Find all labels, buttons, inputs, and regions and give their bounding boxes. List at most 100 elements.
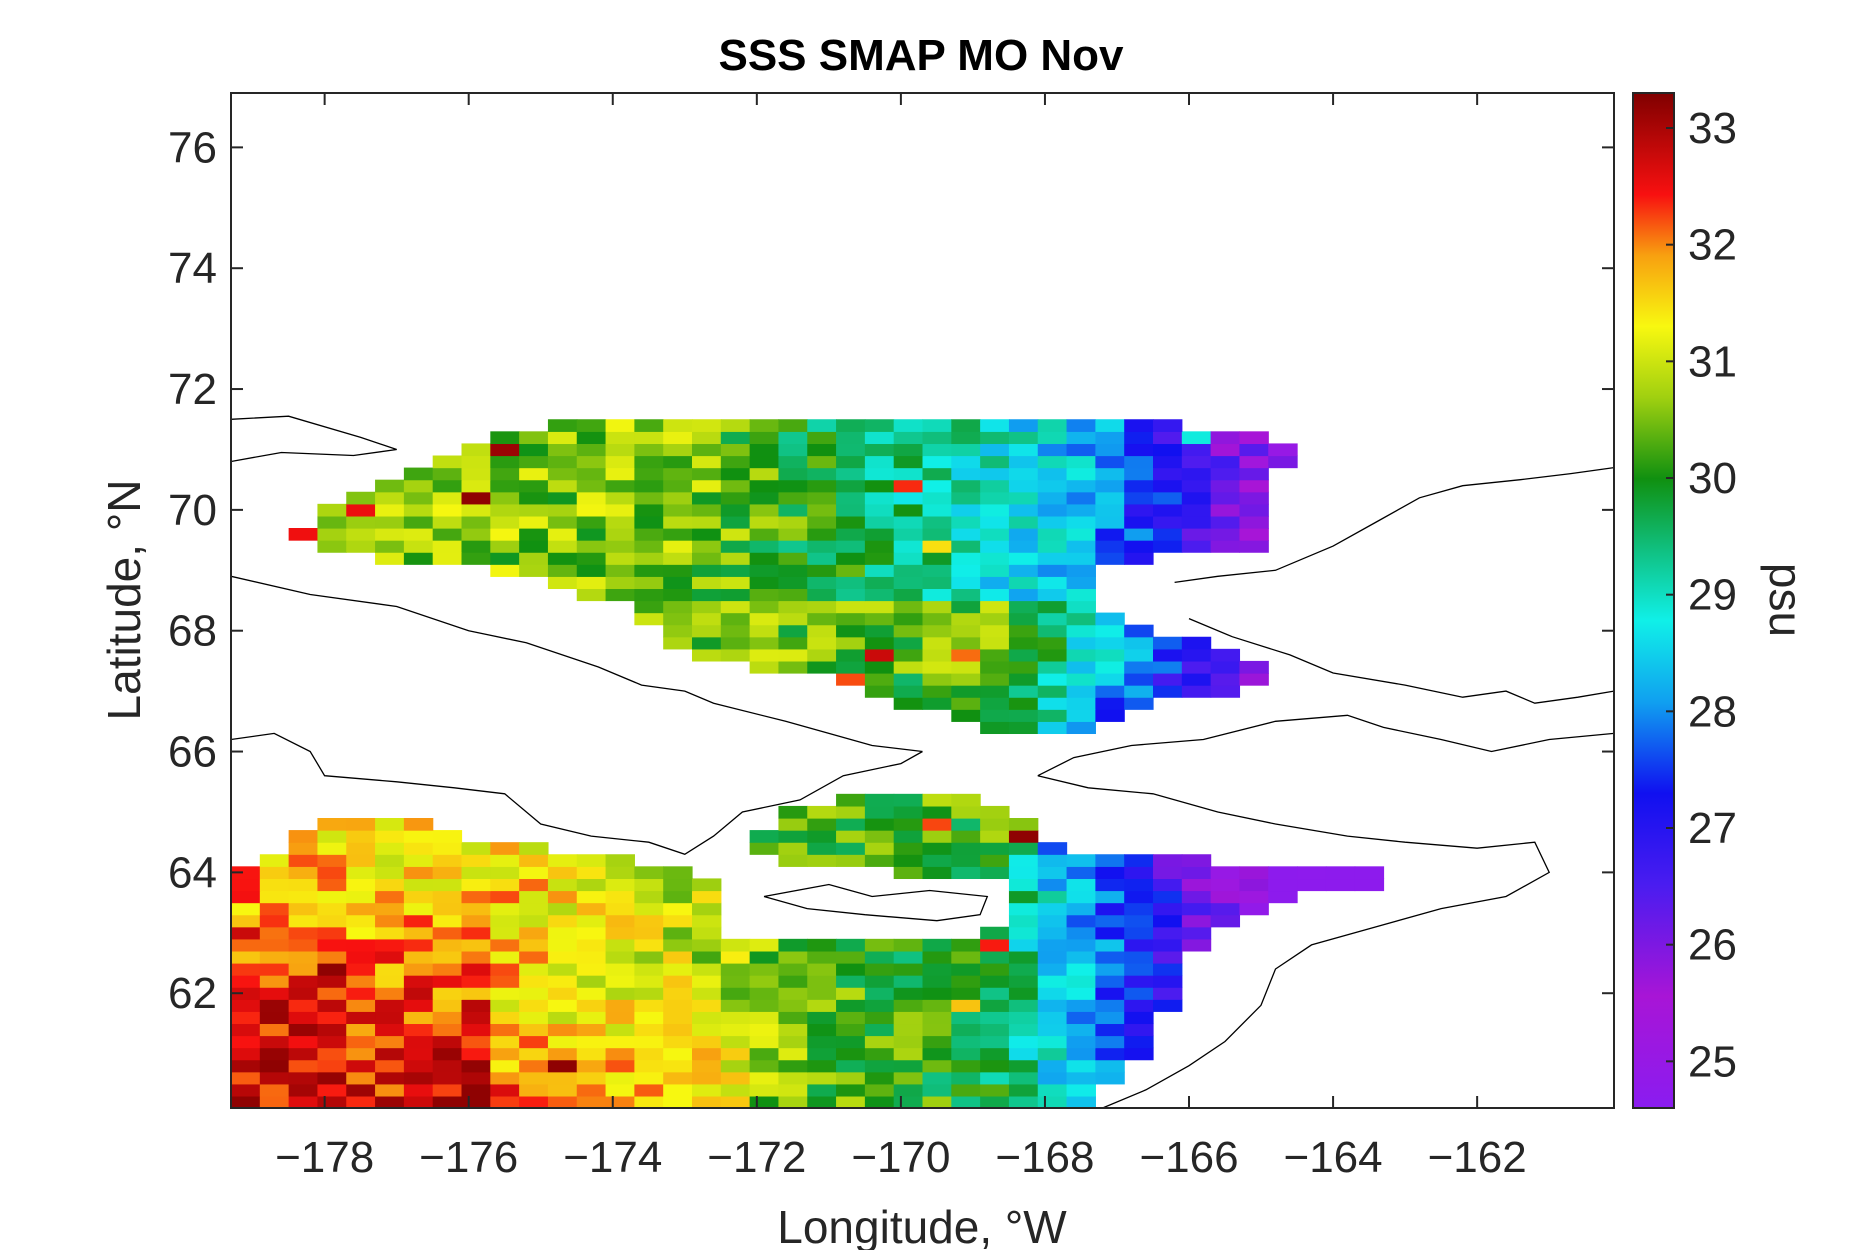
salinity-cell: [951, 685, 981, 698]
salinity-cell: [980, 999, 1010, 1012]
salinity-cell: [1181, 854, 1212, 867]
salinity-cell: [317, 528, 347, 541]
salinity-cell: [1095, 878, 1125, 892]
salinity-cell: [807, 564, 837, 577]
salinity-cell: [1181, 443, 1212, 457]
salinity-cell: [1037, 636, 1068, 650]
salinity-cell: [375, 528, 405, 541]
salinity-cell: [836, 1083, 866, 1097]
salinity-cell: [231, 1083, 261, 1097]
salinity-cell: [749, 1059, 780, 1073]
salinity-cell: [893, 648, 924, 662]
salinity-cell: [1124, 914, 1154, 928]
salinity-cell: [836, 660, 866, 674]
salinity-cell: [778, 660, 808, 674]
salinity-cell: [231, 1059, 261, 1073]
salinity-cell: [663, 576, 693, 590]
salinity-cell: [951, 866, 981, 880]
salinity-cell: [519, 1095, 549, 1108]
salinity-cell: [1124, 673, 1154, 686]
salinity-cell: [663, 963, 693, 976]
salinity-cell: [634, 878, 664, 892]
salinity-cell: [605, 950, 635, 964]
salinity-cell: [951, 1023, 981, 1037]
salinity-cell: [893, 793, 924, 807]
salinity-cell: [403, 902, 434, 916]
salinity-cell: [1124, 1023, 1154, 1037]
salinity-cell: [1037, 999, 1068, 1012]
salinity-cell: [519, 1059, 549, 1073]
salinity-cell: [1066, 1035, 1096, 1049]
salinity-cell: [692, 938, 722, 952]
salinity-cell: [893, 552, 924, 565]
salinity-cell: [1095, 902, 1125, 916]
salinity-cell: [490, 878, 520, 892]
salinity-cell: [605, 854, 635, 867]
salinity-cell: [231, 1095, 261, 1108]
salinity-cell: [807, 1011, 837, 1025]
salinity-cell: [922, 528, 952, 541]
salinity-cell: [951, 431, 981, 445]
salinity-cell: [893, 1035, 924, 1049]
salinity-cell: [1239, 479, 1269, 493]
salinity-cell: [519, 431, 549, 445]
salinity-cell: [980, 1035, 1010, 1049]
salinity-cell: [1008, 552, 1039, 565]
salinity-cell: [692, 926, 722, 940]
salinity-cell: [749, 830, 780, 843]
salinity-cell: [1153, 987, 1183, 1000]
salinity-cell: [547, 503, 578, 517]
salinity-cell: [922, 963, 952, 976]
salinity-cell: [1153, 431, 1183, 445]
salinity-cell: [692, 455, 722, 469]
salinity-cell: [634, 431, 664, 445]
salinity-cell: [836, 854, 866, 867]
salinity-cell: [375, 1059, 405, 1073]
salinity-cell: [346, 963, 376, 976]
salinity-cell: [893, 818, 924, 831]
salinity-cell: [922, 805, 952, 819]
y-tick-label: 72: [168, 365, 217, 414]
salinity-cell: [519, 503, 549, 517]
salinity-cell: [692, 1071, 722, 1085]
salinity-cell: [864, 950, 895, 964]
salinity-cell: [951, 673, 981, 686]
salinity-cell: [1325, 866, 1356, 880]
salinity-cell: [893, 1071, 924, 1085]
salinity-cell: [1037, 419, 1068, 432]
salinity-cell: [1008, 842, 1039, 855]
salinity-cell: [1095, 697, 1125, 710]
salinity-cell: [951, 479, 981, 493]
salinity-cell: [663, 540, 693, 553]
salinity-cell: [749, 660, 780, 674]
salinity-cell: [490, 1023, 520, 1037]
salinity-cell: [893, 624, 924, 638]
salinity-cell: [375, 938, 405, 952]
salinity-cell: [1095, 938, 1125, 952]
salinity-cell: [951, 793, 981, 807]
salinity-cell: [980, 805, 1010, 819]
salinity-cell: [576, 1095, 607, 1108]
salinity-cell: [720, 467, 751, 481]
salinity-cell: [1066, 636, 1096, 650]
salinity-cell: [836, 612, 866, 626]
salinity-cell: [317, 963, 347, 976]
salinity-cell: [490, 491, 520, 505]
salinity-cell: [1124, 685, 1154, 698]
salinity-cell: [1210, 685, 1241, 698]
salinity-cell: [432, 1023, 463, 1037]
coastline: [1174, 466, 1614, 584]
salinity-cell: [692, 528, 722, 541]
salinity-cell: [1066, 673, 1096, 686]
salinity-cell: [836, 805, 866, 819]
salinity-cell: [922, 1071, 952, 1085]
salinity-cell: [778, 842, 808, 855]
salinity-cell: [1037, 987, 1068, 1000]
salinity-cell: [749, 1047, 780, 1061]
salinity-cell: [836, 999, 866, 1012]
salinity-cell: [547, 1011, 578, 1025]
salinity-cell: [259, 854, 290, 867]
salinity-cell: [778, 467, 808, 481]
salinity-cell: [317, 950, 347, 964]
salinity-cell: [317, 866, 347, 880]
